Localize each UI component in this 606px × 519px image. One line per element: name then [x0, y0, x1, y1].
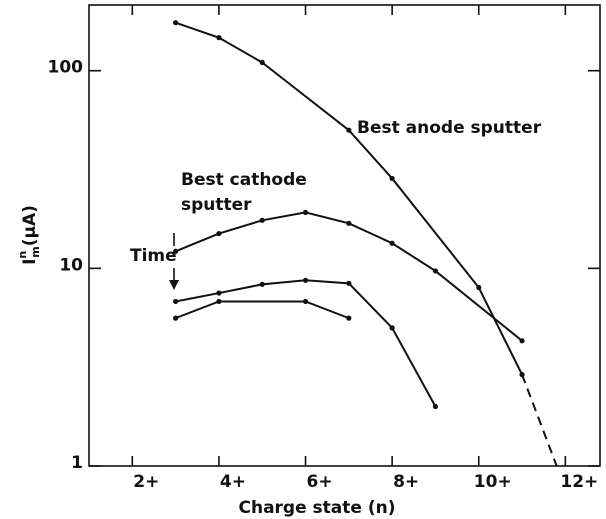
y-label-sup: n [16, 251, 29, 259]
series-line [175, 300, 350, 320]
x-tick-label: 12+ [560, 472, 598, 492]
data-point [216, 298, 222, 305]
data-point [346, 127, 352, 133]
data-point [216, 230, 222, 237]
y-axis-label: Inm(μA) [16, 205, 42, 265]
x-tick-label: 6+ [306, 472, 332, 492]
series-line [175, 211, 523, 342]
data-point [346, 280, 352, 286]
data-point [389, 325, 395, 331]
data-point [389, 240, 395, 246]
x-tick-label: 8+ [393, 472, 419, 492]
data-point [173, 315, 179, 321]
x-axis-label: Charge state (n) [239, 498, 396, 518]
y-label-sub: m [29, 246, 42, 257]
plot-frame [88, 4, 601, 467]
x-tick-label: 2+ [133, 472, 159, 492]
y-label: Inm(μA) [16, 205, 42, 265]
y-label-unit: (μA) [20, 205, 40, 246]
data-point [302, 298, 309, 305]
data-point [173, 20, 179, 26]
data-point [173, 298, 179, 305]
series-line [521, 374, 558, 467]
data-point [216, 290, 222, 296]
data-point [476, 284, 482, 291]
data-point [173, 248, 179, 254]
annotation: sputter [181, 195, 252, 215]
annotation: Best anode sputter [357, 118, 542, 138]
y-tick-label: 10 [59, 255, 83, 275]
annotation: Time [130, 246, 177, 266]
y-tick-label: 100 [48, 58, 84, 78]
x-tick-label: 4+ [220, 472, 246, 492]
data-point [259, 281, 265, 287]
data-point [302, 209, 309, 215]
annotation: Best cathode [181, 170, 307, 190]
data-point [389, 175, 395, 182]
data-point [432, 268, 439, 274]
data-point [302, 277, 309, 283]
data-point [432, 403, 439, 410]
data-point [259, 217, 265, 223]
x-tick-label: 10+ [474, 472, 512, 492]
data-point [346, 220, 352, 226]
data-point [346, 315, 352, 321]
data-point [259, 59, 265, 66]
time-arrow-head [169, 280, 179, 290]
y-tick-label: 1 [71, 453, 83, 473]
y-label-main: I [20, 259, 40, 265]
data-point [519, 338, 525, 344]
data-point [216, 35, 222, 41]
